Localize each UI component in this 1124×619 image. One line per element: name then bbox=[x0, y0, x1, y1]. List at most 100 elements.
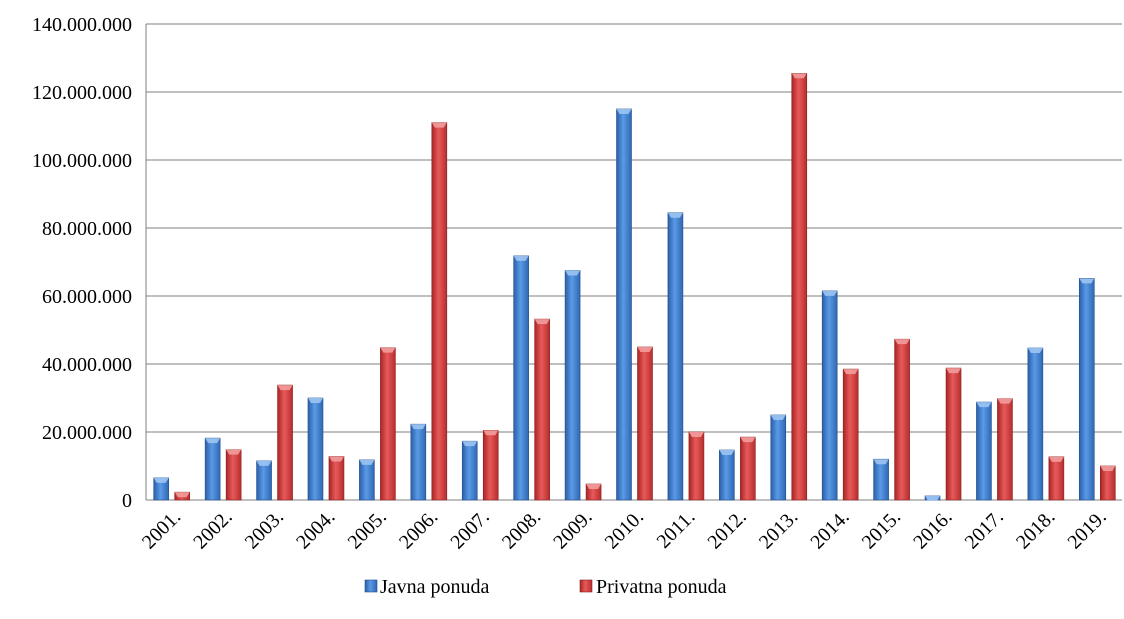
x-tick-label: 2018. bbox=[1012, 506, 1059, 553]
bar-javna-2002 bbox=[204, 437, 221, 501]
y-tick-label: 0 bbox=[122, 490, 132, 512]
y-tick-label: 80.000.000 bbox=[42, 218, 132, 240]
bar-privatna-2016 bbox=[945, 367, 962, 501]
y-tick-label: 140.000.000 bbox=[32, 14, 132, 36]
bar-cap bbox=[586, 484, 602, 490]
bar-javna-2017 bbox=[976, 401, 992, 501]
x-tick-label: 2019. bbox=[1063, 506, 1110, 553]
bar-cap bbox=[153, 477, 169, 483]
bar-cap bbox=[873, 459, 889, 465]
y-tick-label: 120.000.000 bbox=[32, 82, 132, 104]
bar-privatna-2005 bbox=[380, 347, 396, 501]
bar-cap bbox=[688, 432, 704, 437]
bar-privatna-2018 bbox=[1048, 456, 1065, 501]
bar-javna-2004 bbox=[307, 397, 324, 501]
x-tick-label: 2010. bbox=[601, 506, 648, 553]
bar-cap bbox=[410, 424, 426, 430]
legend-swatch-privatna-ponuda bbox=[579, 579, 593, 593]
legend-swatch-javna-ponuda bbox=[364, 579, 378, 593]
bar-privatna-2017 bbox=[997, 398, 1013, 501]
bar-privatna-2007 bbox=[482, 429, 499, 501]
bar-cap bbox=[226, 449, 242, 455]
bar-javna-2014 bbox=[821, 290, 838, 501]
x-tick-label: 2003. bbox=[241, 506, 288, 553]
x-tick-label: 2007. bbox=[446, 506, 493, 553]
bar-cap bbox=[719, 450, 735, 456]
bar-cap bbox=[205, 438, 221, 444]
bar-cap bbox=[1079, 278, 1095, 284]
x-tick-label: 2011. bbox=[653, 506, 700, 553]
bar-cap bbox=[791, 73, 807, 79]
x-tick-label: 2002. bbox=[189, 506, 236, 553]
bar-cap bbox=[256, 460, 272, 466]
bar-privatna-2006 bbox=[431, 122, 448, 501]
bar-cap bbox=[1100, 466, 1116, 471]
bar-cap bbox=[359, 459, 375, 465]
bar-cap bbox=[667, 212, 683, 218]
bar-privatna-2003 bbox=[277, 384, 293, 501]
bar-privatna-2012 bbox=[740, 436, 756, 501]
bar-javna-2008 bbox=[513, 255, 529, 501]
bar-javna-2005 bbox=[359, 459, 375, 501]
bar-cap bbox=[328, 456, 344, 462]
legend-label-privatna-ponuda: Privatna ponuda bbox=[596, 576, 727, 598]
bar-cap bbox=[462, 441, 478, 447]
y-tick-label: 100.000.000 bbox=[32, 150, 132, 172]
bar-privatna-2019 bbox=[1099, 465, 1116, 501]
y-tick-label: 60.000.000 bbox=[42, 286, 132, 308]
bar-cap bbox=[616, 109, 632, 114]
bar-cap bbox=[1048, 456, 1064, 462]
bar-cap bbox=[483, 430, 499, 436]
bar-privatna-2004 bbox=[328, 456, 345, 501]
bar-cap bbox=[894, 339, 910, 345]
bar-javna-2018 bbox=[1027, 347, 1044, 501]
y-axis-tick-labels: 0 20.000.000 40.000.000 60.000.000 80.000.00… bbox=[32, 14, 132, 512]
bar-privatna-2014 bbox=[842, 368, 859, 501]
bar-cap bbox=[380, 347, 396, 353]
bar-privatna-2013 bbox=[791, 73, 808, 501]
bars bbox=[153, 73, 1116, 501]
x-tick-label: 2001. bbox=[138, 506, 185, 553]
bar-cap bbox=[565, 270, 581, 276]
bar-privatna-2008 bbox=[534, 318, 550, 501]
bar-javna-2010 bbox=[616, 108, 632, 501]
x-tick-label: 2013. bbox=[755, 506, 802, 553]
bar-cap bbox=[925, 495, 941, 501]
legend: Javna ponuda Privatna ponuda bbox=[364, 576, 727, 598]
legend-label-javna-ponuda: Javna ponuda bbox=[380, 576, 490, 598]
bar-privatna-2011 bbox=[688, 431, 705, 501]
bar-cap bbox=[843, 369, 859, 375]
bar-javna-2015 bbox=[873, 458, 889, 501]
bar-javna-2019 bbox=[1078, 278, 1095, 501]
x-tick-label: 2015. bbox=[858, 506, 905, 553]
bar-cap bbox=[307, 398, 323, 403]
bar-cap bbox=[1027, 348, 1043, 354]
bar-javna-2003 bbox=[256, 460, 272, 501]
x-tick-label: 2014. bbox=[806, 506, 853, 553]
bar-privatna-2015 bbox=[894, 338, 910, 501]
x-tick-label: 2012. bbox=[704, 506, 751, 553]
bar-javna-2012 bbox=[719, 449, 735, 501]
x-tick-label: 2005. bbox=[344, 506, 391, 553]
bar-javna-2009 bbox=[564, 270, 581, 501]
bar-cap bbox=[513, 255, 529, 261]
x-tick-label: 2008. bbox=[498, 506, 545, 553]
bar-cap bbox=[637, 347, 653, 352]
x-tick-label: 2017. bbox=[961, 506, 1008, 553]
bar-cap bbox=[822, 290, 838, 296]
bar-cap bbox=[534, 319, 550, 325]
x-axis-tick-labels: 2001. 2002. 2003. 2004. 2005. 2006. 2007. 2008.… bbox=[138, 506, 1111, 553]
bar-cap bbox=[277, 385, 293, 391]
bar-cap bbox=[770, 415, 786, 420]
bar-privatna-2010 bbox=[637, 346, 653, 501]
bar-javna-2006 bbox=[410, 423, 427, 501]
x-tick-label: 2004. bbox=[292, 506, 339, 553]
bar-cap bbox=[997, 398, 1013, 404]
y-tick-label: 40.000.000 bbox=[42, 354, 132, 376]
y-tick-label: 20.000.000 bbox=[42, 422, 132, 444]
bar-cap bbox=[740, 437, 756, 443]
x-tick-label: 2009. bbox=[549, 506, 596, 553]
bar-javna-2007 bbox=[461, 440, 478, 501]
